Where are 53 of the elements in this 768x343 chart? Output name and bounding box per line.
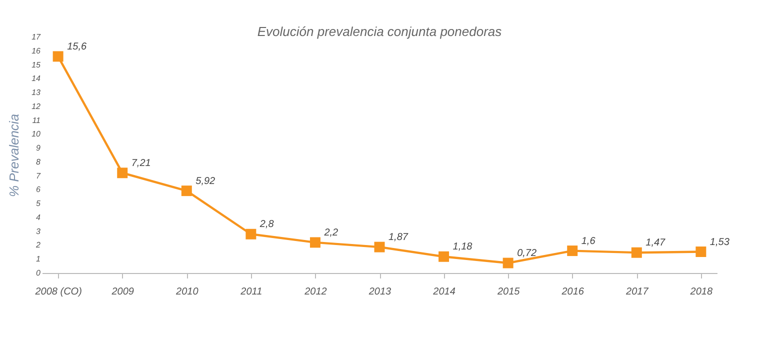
- point: [246, 228, 256, 240]
- x-tick-label: 2013: [368, 286, 392, 298]
- y-tick-label: 7: [36, 171, 42, 180]
- point: [52, 51, 64, 62]
- y-tick-label: 10: [32, 130, 42, 139]
- y-tick-label: 13: [32, 88, 42, 98]
- point: [567, 246, 578, 256]
- data-label: 0,72: [517, 248, 537, 260]
- y-tick-label: 1: [36, 254, 40, 264]
- data-label: 1,6: [581, 236, 596, 247]
- x-tick-label: 2012: [304, 286, 328, 298]
- point: [310, 237, 320, 248]
- data-label: 2,8: [258, 219, 274, 230]
- y-tick-label: 12: [32, 102, 42, 111]
- x-tick-label: 2017: [625, 286, 649, 298]
- data-label: 15,6: [67, 41, 87, 52]
- y-tick-label: 3: [36, 226, 42, 236]
- x-tick-label: 2010: [175, 286, 199, 298]
- data-label: 5,92: [196, 176, 216, 187]
- data-label: 7,21: [131, 158, 151, 169]
- x-tick-label: 2015: [496, 286, 520, 298]
- point: [117, 168, 128, 178]
- point: [438, 251, 450, 262]
- point: [374, 242, 385, 252]
- y-tick-label: 9: [36, 144, 42, 153]
- y-tick-label: 17: [32, 32, 42, 42]
- data-label: 1,47: [646, 238, 666, 249]
- y-tick-label: 0: [36, 268, 42, 278]
- y-tick-label: 2: [35, 240, 42, 250]
- data-label: 2,2: [323, 227, 339, 238]
- x-tick-label: 2009: [110, 286, 134, 298]
- x-tick-label: 2011: [240, 286, 262, 298]
- x-tick-label: 2008 (CO): [34, 286, 82, 298]
- y-tick-label: 8: [36, 157, 42, 166]
- point: [696, 246, 706, 258]
- data-label: 1,53: [710, 236, 730, 248]
- y-tick-label: 6: [36, 185, 42, 194]
- data-label: 1,87: [388, 232, 408, 244]
- point: [631, 247, 642, 258]
- y-tick-label: 15: [32, 60, 42, 70]
- point: [502, 258, 514, 268]
- point: [181, 186, 192, 196]
- y-tick-label: 14: [32, 74, 42, 84]
- y-axis-title: % Prevalencia: [6, 114, 22, 198]
- y-tick-label: 16: [32, 46, 42, 56]
- chart-title: Evolución prevalencia conjunta ponedoras: [257, 24, 502, 39]
- y-tick-label: 4: [36, 212, 42, 222]
- y-tick-label: 11: [32, 116, 40, 125]
- x-tick-label: 2018: [689, 286, 713, 298]
- x-tick-label: 2014: [432, 286, 456, 298]
- data-label: 1,18: [452, 242, 473, 253]
- x-tick-label: 2016: [560, 286, 584, 298]
- y-tick-label: 5: [36, 199, 42, 208]
